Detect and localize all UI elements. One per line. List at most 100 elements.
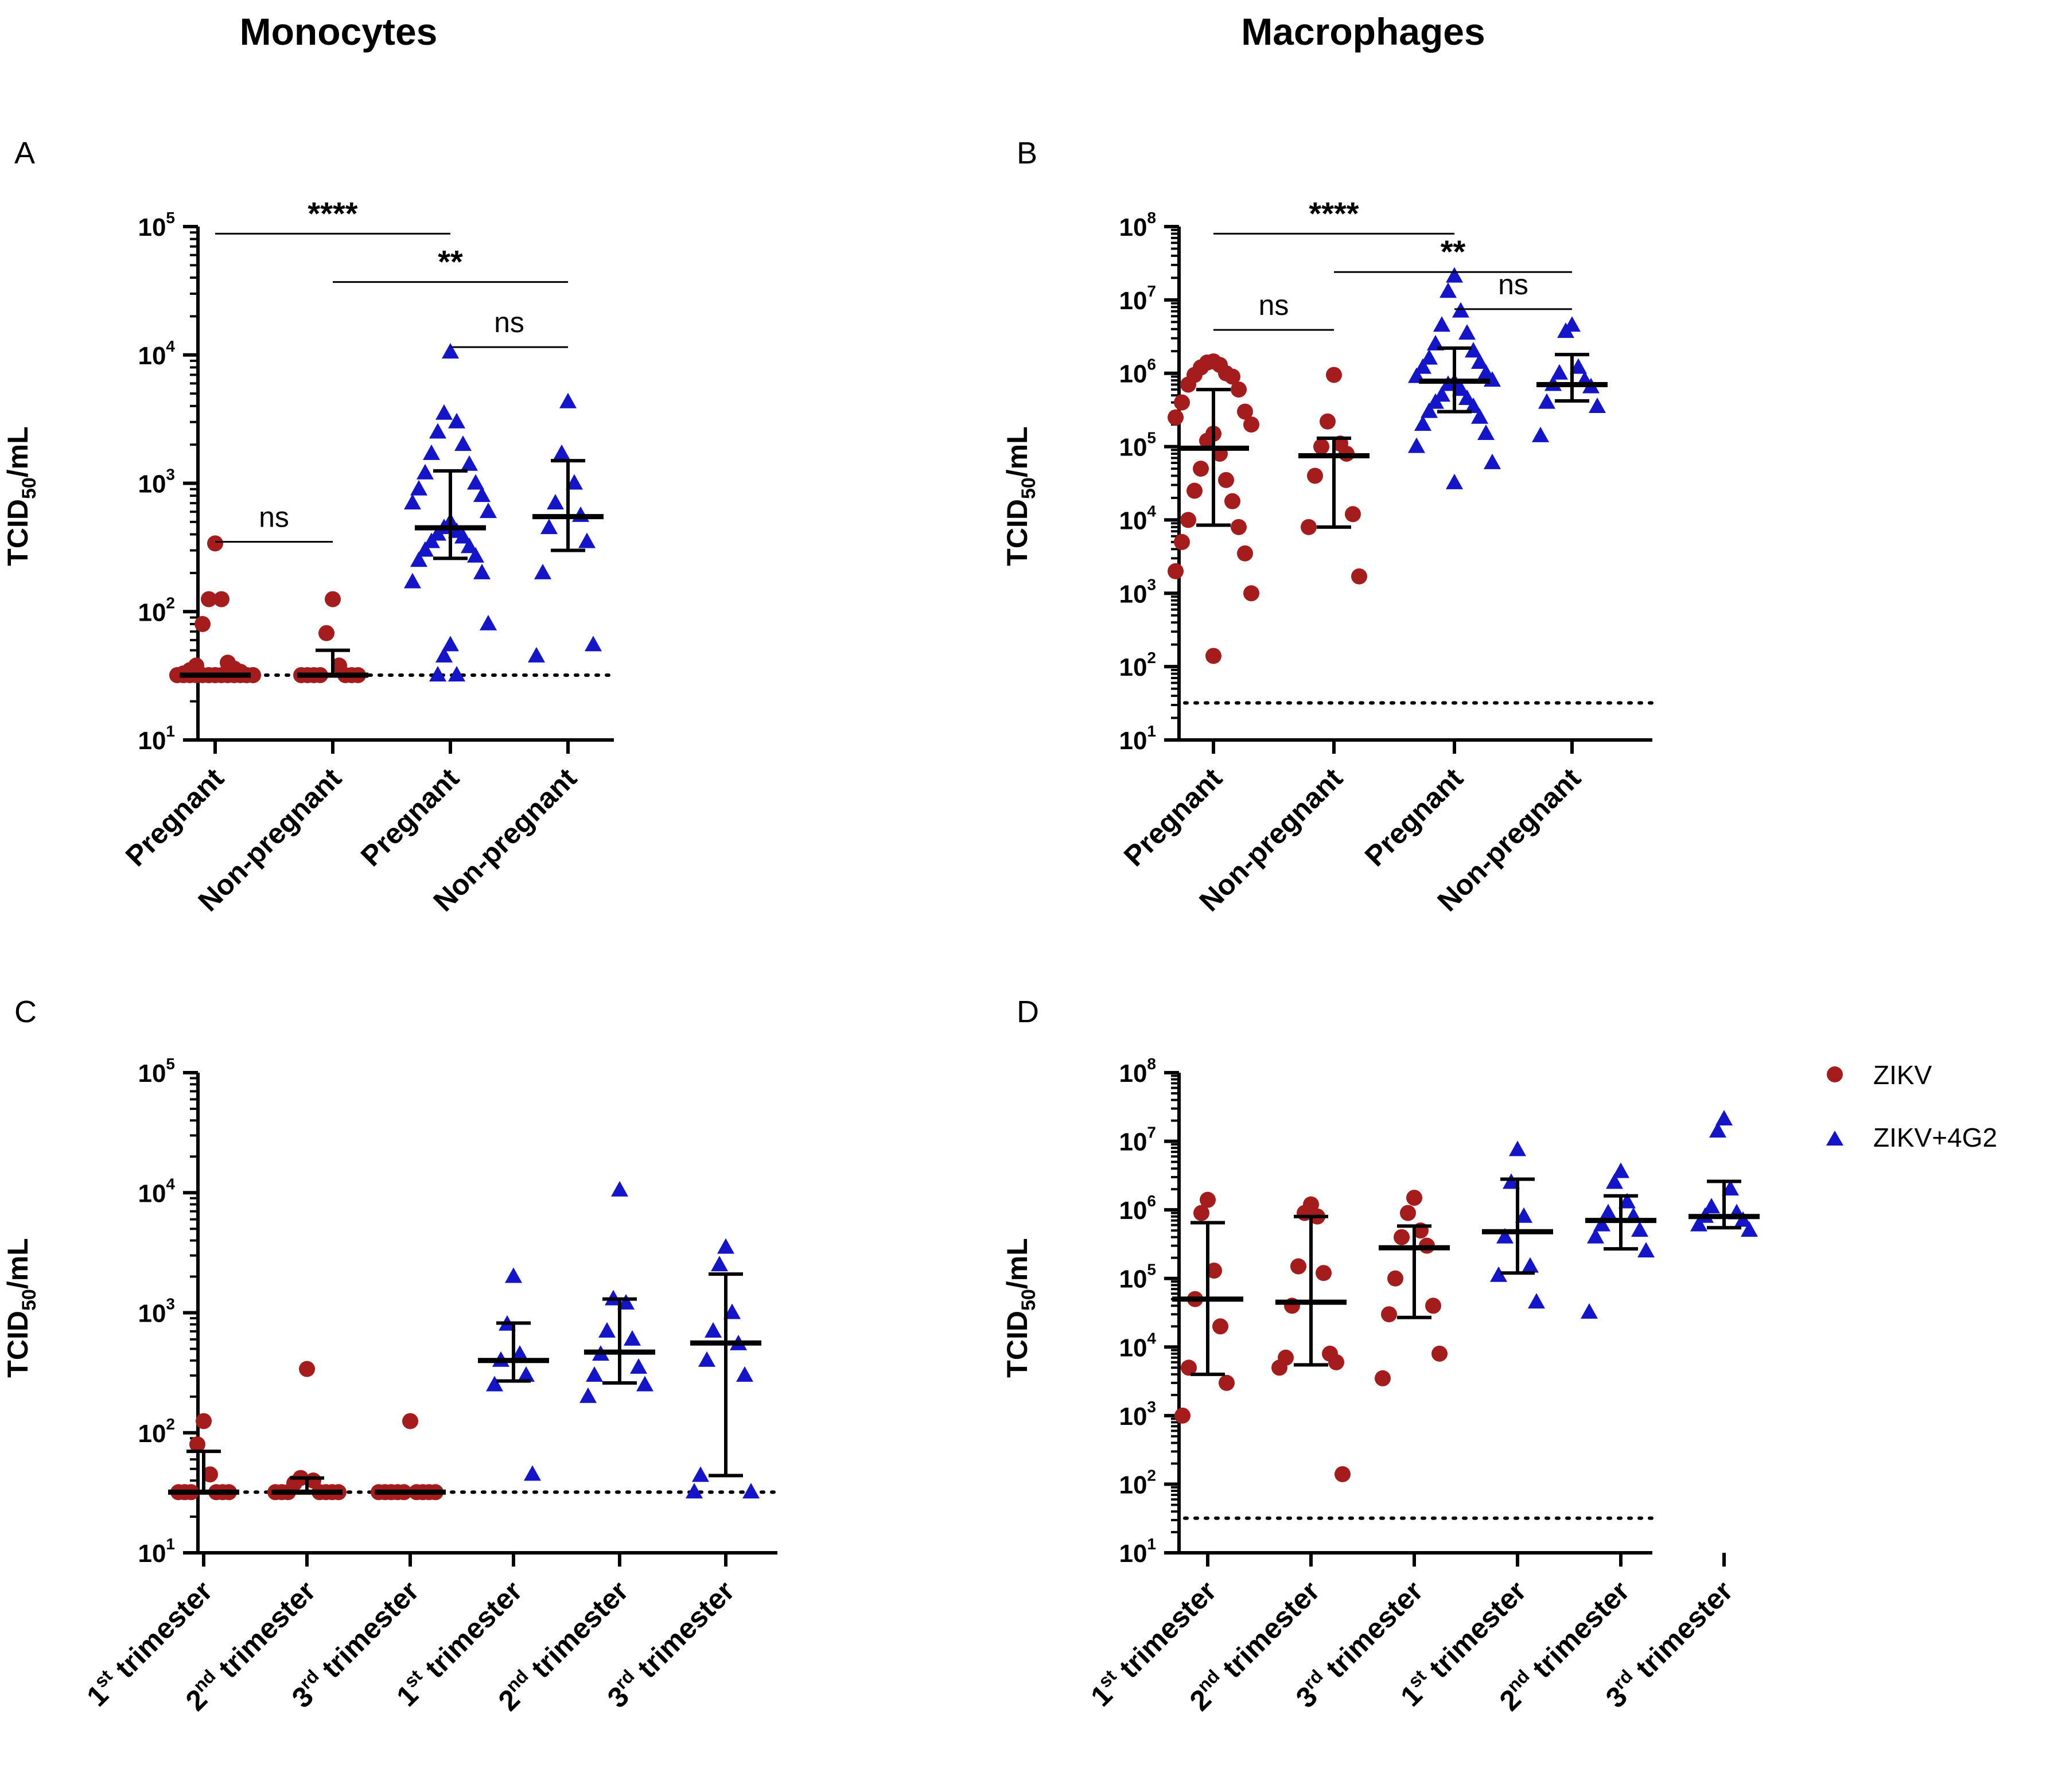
data-point bbox=[429, 423, 446, 439]
significance-label: ns bbox=[1498, 268, 1528, 301]
data-point bbox=[1335, 1466, 1351, 1482]
data-point bbox=[1328, 1354, 1344, 1370]
data-point bbox=[1406, 1190, 1422, 1206]
data-point bbox=[213, 591, 229, 607]
data-point bbox=[1433, 316, 1450, 332]
y-tick-label: 106 bbox=[1119, 356, 1156, 388]
panel-b: B TCID50/mL 101 102 103 104 105 106 107 108 Pregna… bbox=[1001, 136, 1654, 918]
data-point bbox=[559, 392, 577, 408]
data-point bbox=[1581, 1303, 1598, 1319]
data-point bbox=[1231, 519, 1247, 535]
y-tick-label: 108 bbox=[1119, 209, 1156, 241]
data-point bbox=[1381, 1306, 1397, 1323]
data-point bbox=[1538, 393, 1555, 409]
data-point bbox=[454, 435, 472, 451]
legend-zikv-4g2-label: ZIKV+4G2 bbox=[1873, 1123, 1997, 1152]
legend: ZIKV ZIKV+4G2 bbox=[1826, 1060, 1997, 1152]
data-point bbox=[1471, 408, 1488, 424]
y-tick-label: 101 bbox=[138, 722, 175, 755]
data-point bbox=[480, 614, 497, 630]
data-point bbox=[1200, 1191, 1216, 1208]
data-point bbox=[1199, 433, 1215, 449]
y-tick-label: 107 bbox=[1119, 282, 1156, 315]
data-point bbox=[1439, 282, 1457, 298]
data-point bbox=[505, 1267, 522, 1283]
y-tick-label: 102 bbox=[138, 1415, 175, 1448]
data-point bbox=[473, 563, 491, 579]
significance-label: ** bbox=[438, 244, 463, 280]
x-tick-label: Pregnant bbox=[355, 762, 465, 872]
y-tick-label: 102 bbox=[1119, 649, 1156, 681]
data-point bbox=[585, 636, 602, 652]
data-point bbox=[611, 1181, 628, 1197]
data-point bbox=[245, 667, 261, 683]
data-point bbox=[1326, 367, 1342, 383]
significance-label: ns bbox=[259, 501, 289, 533]
data-point bbox=[1180, 376, 1196, 393]
data-point bbox=[1174, 394, 1190, 411]
data-point bbox=[692, 1466, 709, 1482]
data-point bbox=[1237, 403, 1253, 420]
data-point bbox=[1425, 1298, 1441, 1314]
panel-letter: A bbox=[14, 136, 35, 170]
data-point bbox=[566, 474, 583, 490]
data-point bbox=[454, 528, 472, 544]
data-point bbox=[189, 1436, 205, 1453]
data-point bbox=[524, 1465, 541, 1481]
y-tick-label: 106 bbox=[1119, 1192, 1156, 1225]
data-point bbox=[1515, 1207, 1532, 1223]
y-axis-label: TCID50/mL bbox=[2, 426, 40, 566]
data-point bbox=[461, 537, 478, 554]
data-point bbox=[1206, 1263, 1222, 1279]
legend-zikv-4g2-marker bbox=[1826, 1131, 1843, 1146]
y-tick-label: 104 bbox=[138, 1175, 175, 1207]
data-point bbox=[579, 1387, 597, 1403]
data-point bbox=[1503, 1173, 1520, 1189]
data-point bbox=[630, 1358, 647, 1374]
data-point bbox=[1224, 368, 1240, 385]
legend-zikv-marker bbox=[1827, 1066, 1843, 1082]
data-point bbox=[586, 1366, 603, 1382]
y-tick-label: 102 bbox=[138, 594, 175, 626]
data-point bbox=[1271, 1359, 1287, 1376]
y-tick-label: 105 bbox=[1119, 429, 1156, 462]
data-point bbox=[423, 532, 440, 548]
y-tick-label: 104 bbox=[1119, 502, 1156, 535]
data-point bbox=[1570, 358, 1587, 374]
data-point bbox=[1212, 1318, 1228, 1335]
y-tick-label: 104 bbox=[138, 337, 175, 370]
data-point bbox=[742, 1483, 760, 1499]
data-point bbox=[1446, 267, 1463, 283]
data-point bbox=[518, 1366, 535, 1382]
data-point bbox=[1168, 409, 1184, 426]
data-point bbox=[705, 1322, 722, 1338]
data-point bbox=[486, 1376, 503, 1392]
data-point bbox=[547, 494, 564, 510]
data-point bbox=[1387, 1270, 1403, 1287]
data-point bbox=[461, 455, 478, 471]
significance-label: ns bbox=[494, 306, 524, 338]
data-point bbox=[467, 547, 484, 563]
data-point bbox=[1168, 563, 1184, 579]
y-tick-label: 104 bbox=[1119, 1329, 1156, 1362]
data-point bbox=[1218, 472, 1234, 488]
data-point bbox=[1186, 482, 1203, 499]
y-tick-label: 102 bbox=[1119, 1466, 1156, 1499]
data-point bbox=[442, 343, 459, 359]
data-point bbox=[1458, 324, 1476, 340]
data-point bbox=[435, 404, 453, 420]
y-axis-label: TCID50/mL bbox=[2, 1238, 40, 1377]
data-point bbox=[1307, 468, 1323, 484]
data-point bbox=[1414, 358, 1431, 374]
legend-zikv-label: ZIKV bbox=[1873, 1060, 1932, 1090]
panel-letter: C bbox=[14, 995, 37, 1029]
data-point bbox=[540, 519, 558, 535]
data-point bbox=[711, 1256, 728, 1272]
data-point bbox=[404, 572, 421, 589]
significance-label: ns bbox=[1259, 289, 1289, 321]
data-point bbox=[1619, 1193, 1636, 1209]
data-point bbox=[429, 665, 446, 681]
data-point bbox=[207, 535, 223, 552]
